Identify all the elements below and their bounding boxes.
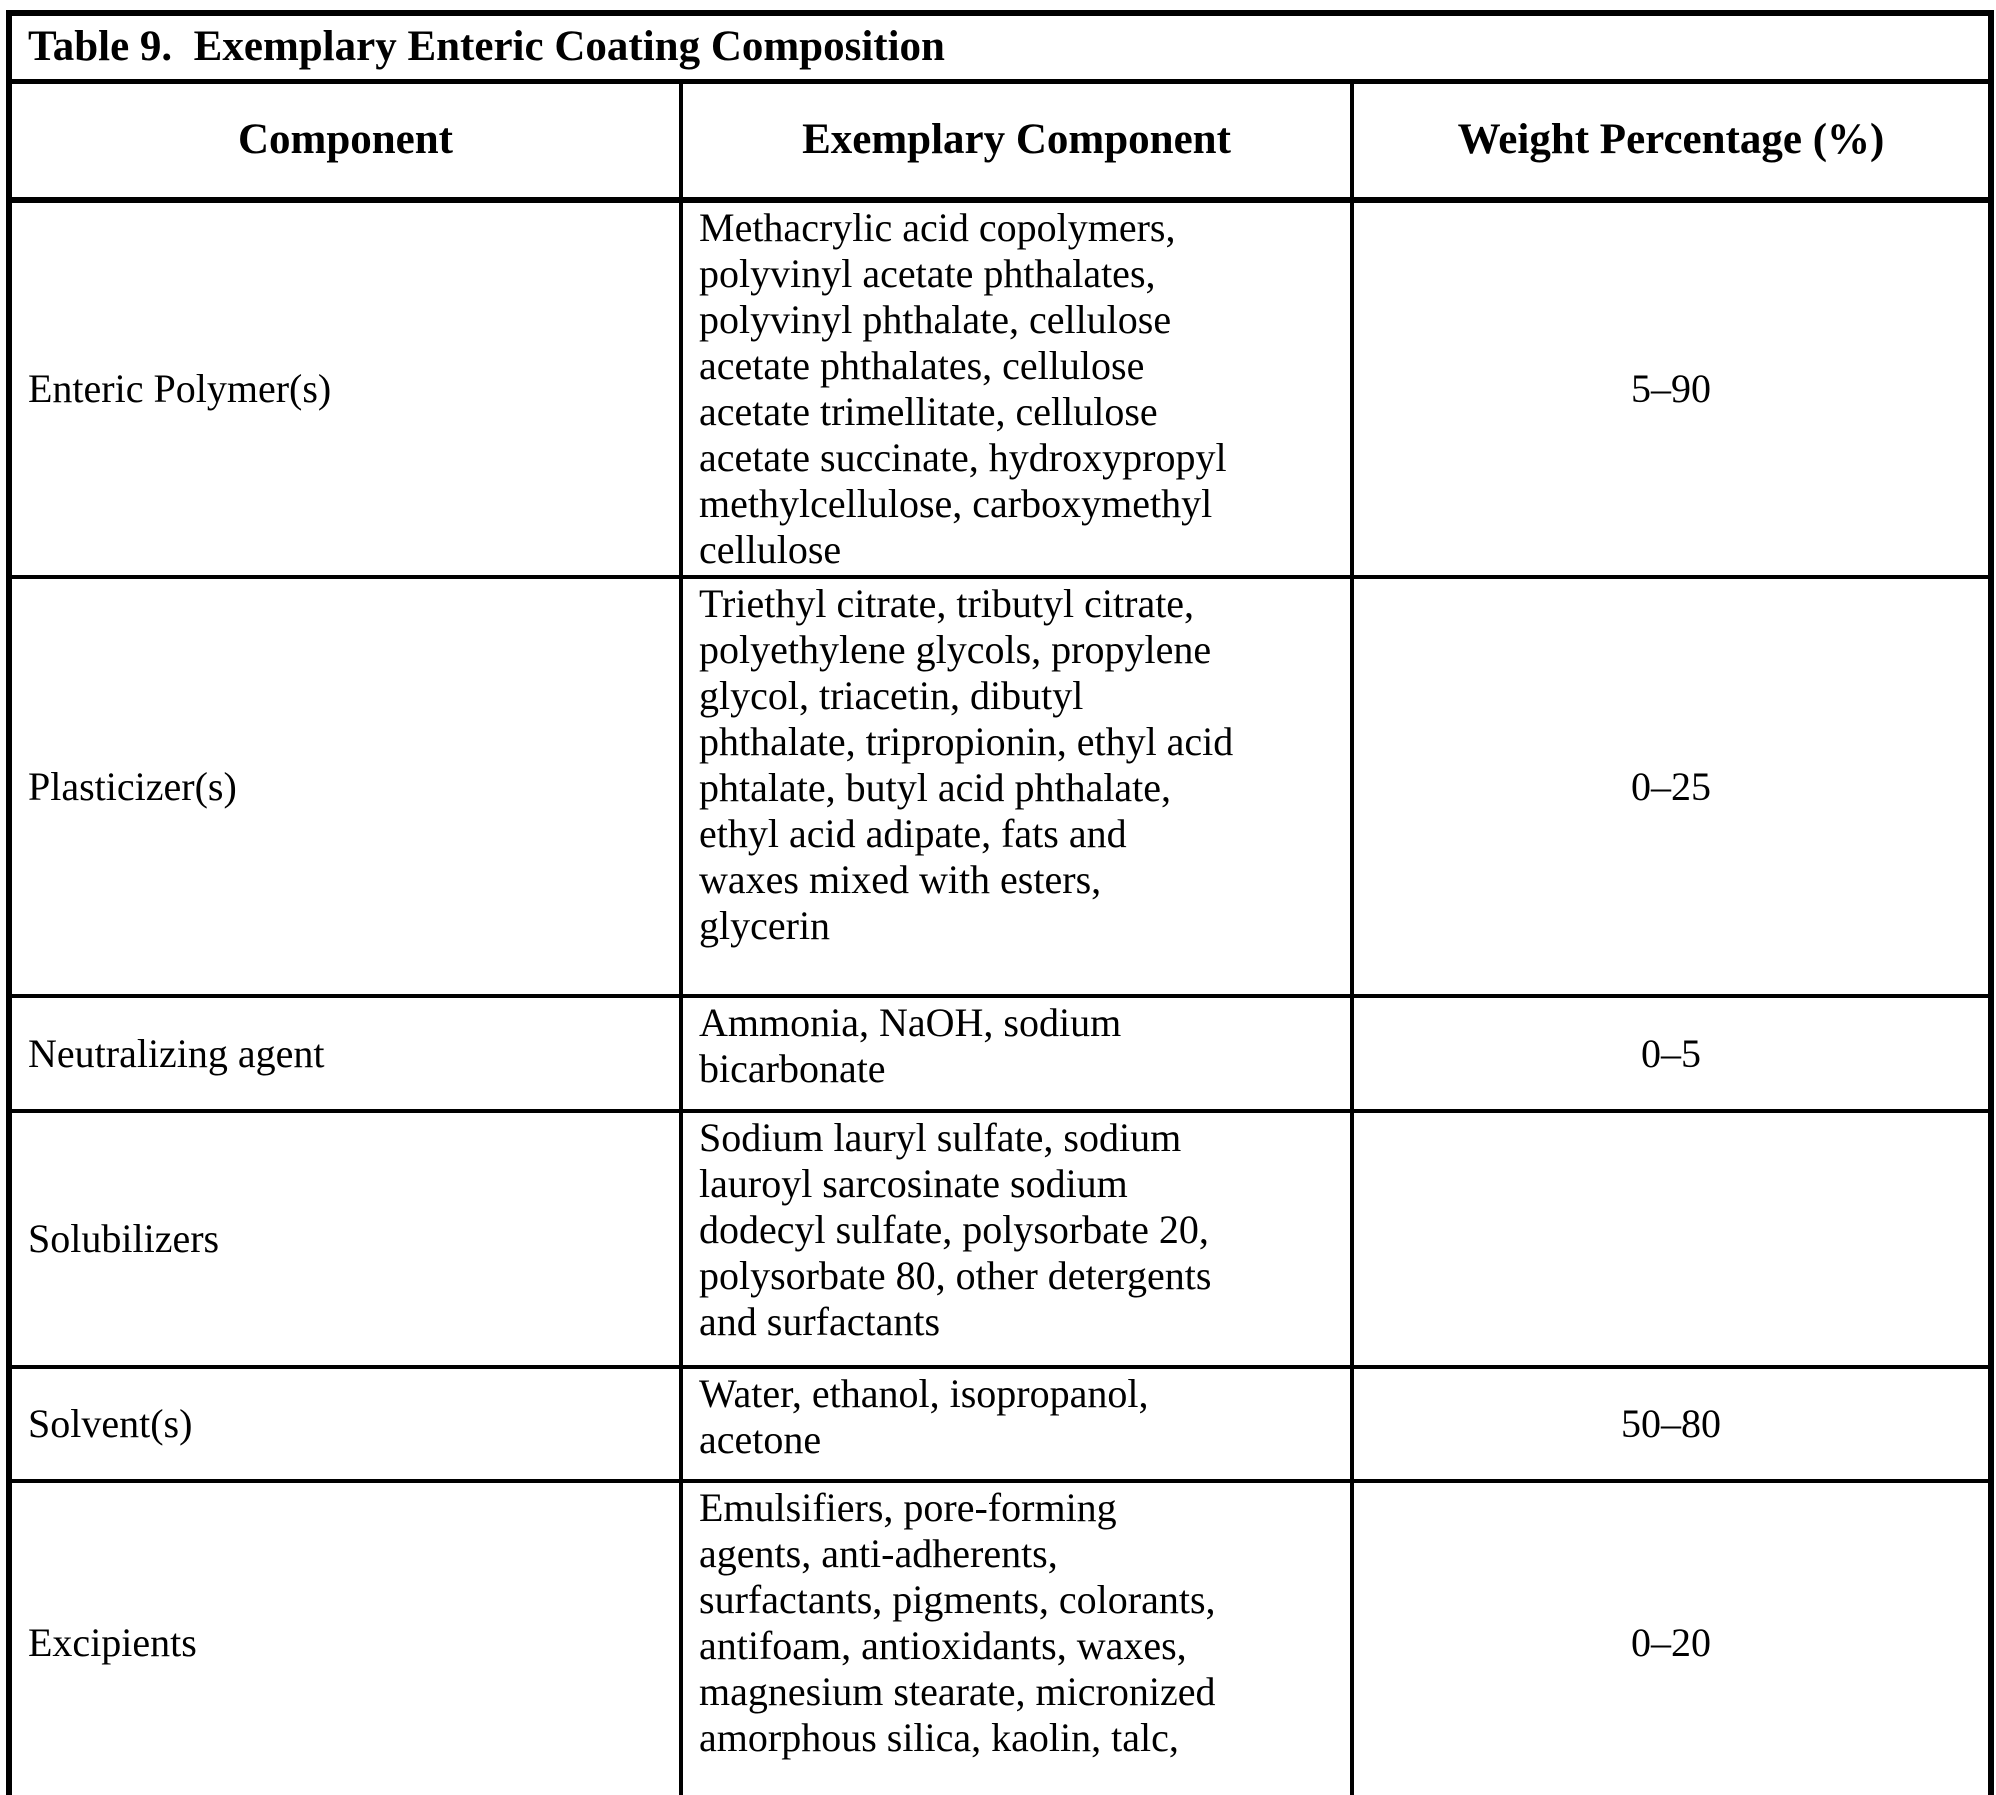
weight-cell: 5–90 [1349, 198, 1994, 579]
table-title: Table 9. Exemplary Enteric Coating Compo… [6, 11, 1994, 84]
table-row-solubilizers: Solubilizers Sodium lauryl sulfate, sodi… [7, 1109, 1994, 1369]
component-cell: Solvent(s) [7, 1365, 683, 1483]
column-header-weight: Weight Percentage (%) [1349, 79, 1994, 203]
weight-cell: 0–5 [1349, 994, 1994, 1113]
table-row-neutralizing-agent: Neutralizing agent Ammonia, NaOH, sodium… [7, 994, 1994, 1113]
component-cell: Enteric Polymer(s) [7, 198, 683, 579]
exemplary-cell: Ammonia, NaOH, sodium bicarbonate [679, 994, 1354, 1113]
column-header-component: Component [7, 79, 683, 203]
weight-cell: 0–25 [1349, 575, 1994, 998]
component-cell: Solubilizers [7, 1109, 683, 1369]
table-title-row: Table 9. Exemplary Enteric Coating Compo… [6, 11, 1994, 84]
exemplary-cell: Emulsifiers, pore-forming agents, anti-a… [679, 1479, 1354, 1795]
component-cell: Excipients [7, 1479, 683, 1795]
weight-cell: 0–20 [1349, 1479, 1994, 1795]
enteric-coating-table: Table 9. Exemplary Enteric Coating Compo… [6, 10, 1995, 1795]
weight-cell: 50–80 [1349, 1365, 1994, 1483]
table-row-enteric-polymers: Enteric Polymer(s) Methacrylic acid copo… [7, 198, 1994, 579]
table-row-solvents: Solvent(s) Water, ethanol, isopropanol, … [7, 1365, 1994, 1483]
table-row-excipients: Excipients Emulsifiers, pore-forming age… [7, 1479, 1994, 1795]
column-header-exemplary: Exemplary Component [679, 79, 1354, 203]
table-row-plasticizers: Plasticizer(s) Triethyl citrate, tributy… [7, 575, 1994, 998]
weight-cell [1349, 1109, 1994, 1369]
exemplary-cell: Sodium lauryl sulfate, sodium lauroyl sa… [679, 1109, 1354, 1369]
component-cell: Plasticizer(s) [7, 575, 683, 998]
exemplary-cell: Methacrylic acid copolymers, polyvinyl a… [679, 198, 1354, 579]
exemplary-cell: Water, ethanol, isopropanol, acetone [679, 1365, 1354, 1483]
exemplary-cell: Triethyl citrate, tributyl citrate, poly… [679, 575, 1354, 998]
table-header-row: Component Exemplary Component Weight Per… [7, 79, 1994, 203]
component-cell: Neutralizing agent [7, 994, 683, 1113]
